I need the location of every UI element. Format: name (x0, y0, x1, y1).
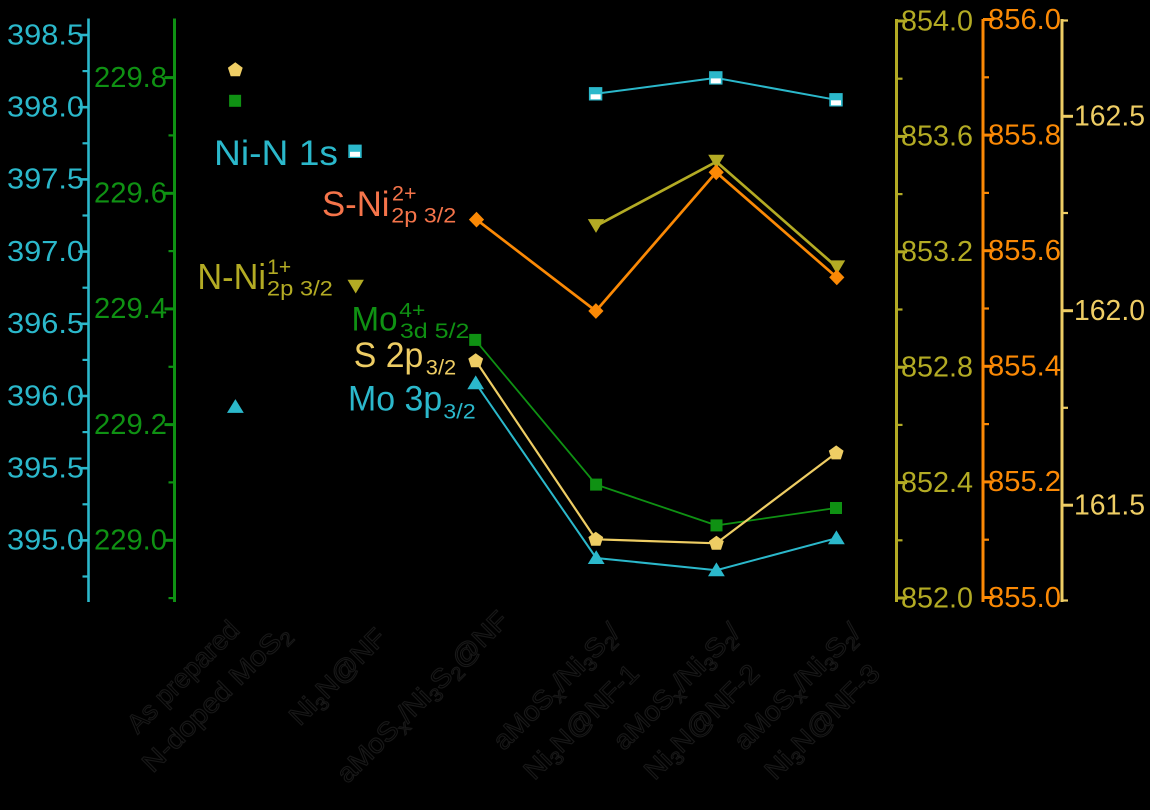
svg-text:852.8: 852.8 (901, 351, 973, 383)
svg-text:395.5: 395.5 (7, 452, 84, 484)
svg-text:398.0: 398.0 (7, 91, 84, 123)
svg-text:855.8: 855.8 (988, 118, 1061, 150)
svg-text:229.4: 229.4 (94, 292, 167, 324)
svg-text:S 2p: S 2p (354, 336, 424, 375)
svg-text:397.5: 397.5 (7, 163, 84, 195)
svg-text:398.5: 398.5 (7, 18, 84, 50)
svg-text:3/2: 3/2 (443, 400, 475, 424)
svg-text:4+: 4+ (399, 299, 425, 322)
svg-text:2p 3/2: 2p 3/2 (267, 277, 333, 301)
svg-text:853.2: 853.2 (901, 235, 973, 267)
svg-text:396.5: 396.5 (7, 307, 84, 339)
svg-text:852.0: 852.0 (901, 581, 973, 613)
svg-text:aMoSx/Ni3S2@NF: aMoSx/Ni3S2@NF (330, 605, 517, 792)
svg-text:855.4: 855.4 (988, 350, 1061, 382)
svg-text:Ni3N@NF: Ni3N@NF (283, 622, 395, 734)
svg-text:3/2: 3/2 (426, 356, 456, 380)
svg-text:Mo: Mo (352, 300, 398, 338)
svg-text:395.0: 395.0 (7, 524, 84, 556)
svg-text:229.8: 229.8 (94, 61, 167, 93)
svg-text:854.0: 854.0 (901, 4, 973, 36)
svg-text:853.6: 853.6 (901, 120, 973, 152)
svg-text:852.4: 852.4 (901, 466, 973, 498)
svg-text:162.0: 162.0 (1074, 294, 1145, 326)
svg-text:161.5: 161.5 (1074, 489, 1145, 521)
svg-text:855.6: 855.6 (988, 234, 1061, 266)
svg-text:856.0: 856.0 (988, 3, 1061, 35)
svg-text:S-Ni: S-Ni (322, 184, 390, 224)
svg-text:3d 5/2: 3d 5/2 (400, 320, 470, 343)
svg-text:2+: 2+ (392, 182, 417, 205)
svg-text:855.0: 855.0 (988, 581, 1061, 613)
svg-text:162.5: 162.5 (1074, 100, 1145, 132)
svg-text:396.0: 396.0 (7, 379, 84, 411)
svg-text:Mo 3p: Mo 3p (348, 379, 442, 419)
svg-text:229.6: 229.6 (94, 177, 167, 209)
svg-text:2p 3/2: 2p 3/2 (391, 203, 456, 227)
svg-text:1+: 1+ (267, 256, 291, 279)
svg-text:Ni-N 1s: Ni-N 1s (214, 134, 338, 173)
svg-text:229.0: 229.0 (94, 524, 167, 556)
svg-text:229.2: 229.2 (94, 408, 167, 440)
svg-text:855.2: 855.2 (988, 465, 1061, 497)
svg-text:397.0: 397.0 (7, 235, 84, 267)
svg-text:N-Ni: N-Ni (197, 256, 266, 297)
